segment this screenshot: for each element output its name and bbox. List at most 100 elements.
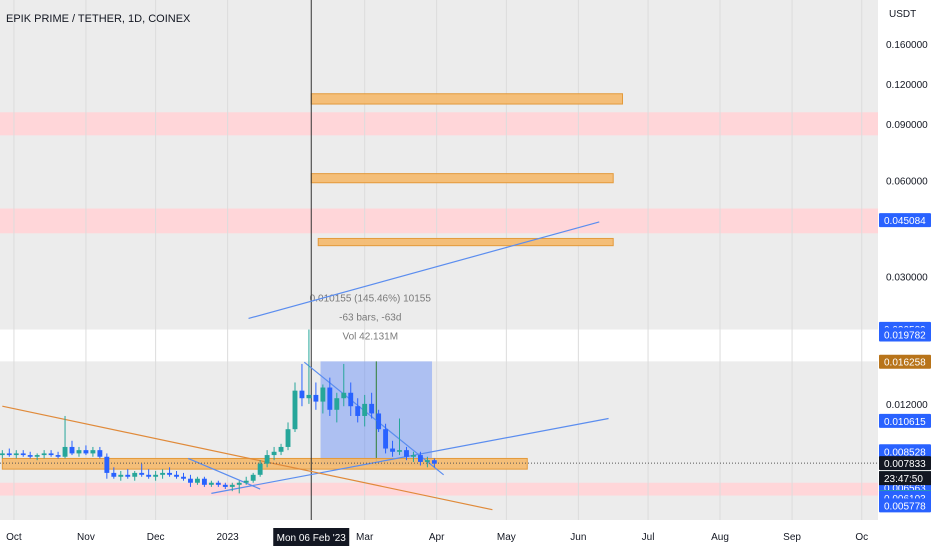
x-tick-label: Jun [570,532,586,543]
candle-body [355,406,361,416]
red-zone [0,112,878,136]
candle-body [125,474,131,477]
chart-title: EPIK PRIME / TETHER, 1D, COINEX [6,13,191,25]
candle-body [362,403,368,416]
measure-label: -63 bars, -63d [339,312,401,323]
x-tick-label: Apr [429,532,445,543]
price-tag-label: 0.010615 [884,417,926,428]
candle-body [313,394,319,402]
candle-body [383,429,389,449]
plot-background [0,0,878,520]
candle-body [348,392,354,407]
candle-body [97,450,103,457]
price-tag-label: 0.006563 [884,484,926,495]
candle-body [174,474,179,477]
price-tag-label: 0.016258 [884,358,926,369]
price-tag-label: 0.019782 [884,330,926,341]
orange-zone [310,173,614,184]
orange-zone [317,237,614,247]
x-tick-label: Sep [783,532,801,543]
candle-body [229,484,235,487]
candle-body [194,478,200,483]
candle-body [27,455,33,457]
candle-body [20,453,26,456]
crosshair-date-label: Mon 06 Feb '23 [277,533,347,544]
x-tick-label: Oct [6,532,22,543]
candle-body [160,472,166,475]
y-tick-label: 0.120000 [886,80,928,91]
candle-body [424,460,430,462]
price-tag-label: 0.008528 [884,447,926,458]
orange-zone [310,93,623,105]
x-tick-label: Nov [77,532,95,543]
price-tag-label: 0.045084 [884,216,926,227]
price-tag [879,327,931,342]
currency-label: USDT [889,9,916,20]
candle-body [34,455,40,457]
candle-body [0,453,5,456]
measure-label: Vol 42.131M [342,331,398,342]
candle-body [55,455,61,457]
x-tick-label: Aug [711,532,729,543]
candle-body [6,453,12,456]
countdown-tag [879,471,931,486]
price-tag [879,213,931,228]
candle-body [222,484,228,487]
candle-body [250,474,256,481]
price-tag [879,413,931,428]
white-zone [0,329,878,362]
price-tag-label: 0.007833 [884,459,926,470]
candle-body [146,474,152,477]
trend-line [211,417,609,494]
candle-body [334,398,340,410]
trend-line [187,457,261,490]
candle-body [90,450,96,454]
candle-body [306,394,312,399]
price-tag [879,498,931,513]
x-tick-label: May [497,532,516,543]
x-tick-label: Oc [855,532,868,543]
trend-line [2,405,493,511]
candle-body [236,482,242,485]
price-tag-label: 0.005778 [884,501,926,512]
candle-body [397,450,402,452]
red-zone [0,208,878,234]
candle-body [132,472,138,477]
candle-body [62,446,68,457]
candle-body [153,474,159,477]
candle-body [201,478,207,485]
candle-body [208,482,214,485]
candle-body [327,387,333,410]
candle-body [369,403,375,414]
candle-body [167,472,172,475]
candle-body [292,390,298,430]
candle-body [104,456,110,473]
candle-body [417,455,423,462]
candle-body [83,450,89,454]
candle-body [431,460,437,464]
candle-body [411,455,416,457]
price-tag [879,354,931,369]
candle-body [404,450,409,457]
candle-body [243,480,249,483]
candle-body [390,448,395,452]
candle-body [139,472,145,475]
y-tick-label: 0.060000 [886,176,928,187]
candle-body [48,453,54,456]
y-tick-label: 0.012000 [886,400,928,411]
candle-body [264,455,270,464]
candle-body [278,446,284,452]
candle-body [76,450,82,454]
candle-body [188,478,193,483]
x-tick-label: Mar [356,532,374,543]
candle-body [299,390,305,399]
x-tick-label: 2023 [217,532,240,543]
price-tag [879,444,931,459]
trend-line [248,221,600,320]
x-tick-label: Dec [147,532,165,543]
measure-label: 0.010155 (145.46%) 10155 [310,293,432,304]
candle-body [257,463,263,475]
candle-body [271,451,277,456]
